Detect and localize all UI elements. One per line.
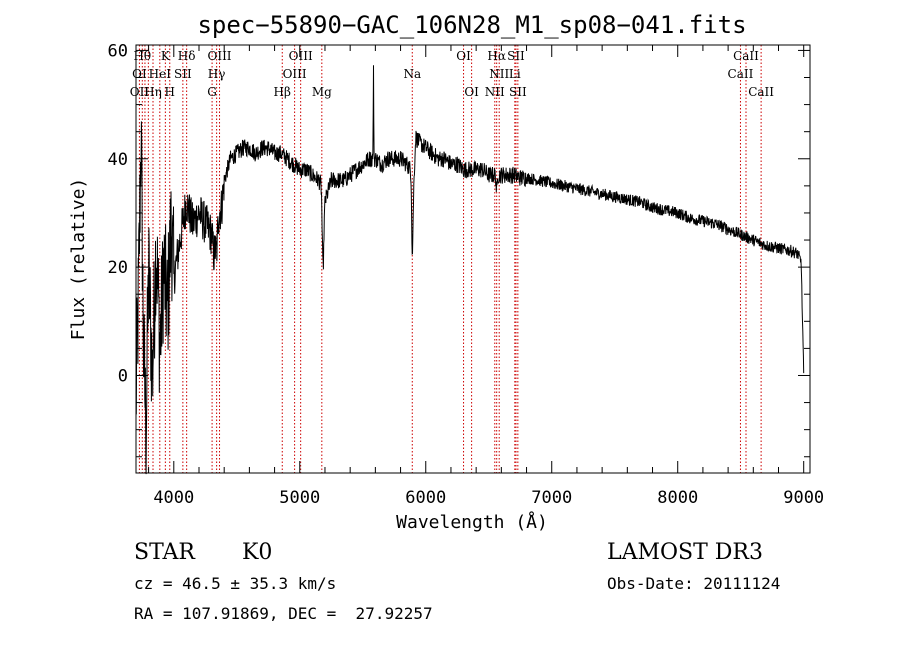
line-marker-label: NII (489, 67, 509, 81)
line-marker-label: NII (485, 85, 505, 99)
x-tick-label: 4000 (153, 488, 194, 508)
line-marker-label: CaII (748, 85, 774, 99)
x-tick-label: 7000 (531, 488, 572, 508)
line-marker-label: OI (132, 67, 147, 81)
x-tick-label: 5000 (279, 488, 320, 508)
line-marker-label: H (165, 85, 175, 99)
line-marker-label: OI (456, 49, 471, 63)
x-tick-label: 6000 (405, 488, 446, 508)
line-marker-label: HeI (149, 67, 172, 81)
line-marker-label: CaII (728, 67, 754, 81)
line-marker-label: OI (464, 85, 479, 99)
line-marker-label: OIII (283, 67, 307, 81)
line-marker-label: Li (509, 67, 521, 81)
line-marker-label: Hα (487, 49, 506, 63)
chart-title: spec−55890−GAC_106N28_M1_sp08−041.fits (197, 11, 746, 39)
y-tick-label: 0 (118, 366, 128, 386)
line-marker-label: Hθ (133, 49, 151, 63)
line-marker-label: OII (130, 85, 150, 99)
plot-frame (135, 44, 811, 474)
y-tick-label: 20 (108, 258, 128, 278)
line-marker-label: SII (507, 49, 525, 63)
survey-name: LAMOST DR3 (607, 540, 763, 565)
spectrum-line (135, 65, 805, 475)
line-marker-label: Na (403, 67, 421, 81)
x-tick-label: 9000 (783, 488, 824, 508)
line-marker-label: Mg (312, 85, 332, 99)
line-markers (138, 45, 762, 473)
y-axis-ticks: 0 20 40 60 (108, 41, 810, 458)
y-tick-label: 60 (108, 41, 128, 61)
line-marker-label: Hη (144, 85, 162, 99)
line-marker-label: OIII (289, 49, 313, 63)
line-marker-label: G (207, 85, 217, 99)
line-marker-label: K (161, 49, 171, 63)
object-subclass: K0 (242, 540, 273, 565)
line-marker-label: SII (174, 67, 192, 81)
line-marker-label: SII (509, 85, 527, 99)
x-axis-ticks: 4000 5000 6000 7000 8000 9000 (148, 45, 824, 508)
x-tick-label: 8000 (657, 488, 698, 508)
sky-coordinates: RA = 107.91869, DEC = 27.92257 (134, 604, 433, 623)
line-marker-label: Hδ (178, 49, 196, 63)
y-axis-label: Flux (relative) (68, 178, 89, 341)
y-tick-label: 40 (108, 150, 128, 170)
observation-date: Obs-Date: 20111124 (607, 574, 781, 593)
object-class: STAR (134, 540, 195, 565)
line-marker-label: Hγ (208, 67, 226, 81)
radial-velocity: cz = 46.5 ± 35.3 km/s (134, 574, 337, 593)
line-marker-label: Hβ (274, 85, 291, 99)
x-axis-label: Wavelength (Å) (396, 511, 548, 533)
line-marker-label: CaII (733, 49, 759, 63)
line-marker-label: OIII (207, 49, 231, 63)
